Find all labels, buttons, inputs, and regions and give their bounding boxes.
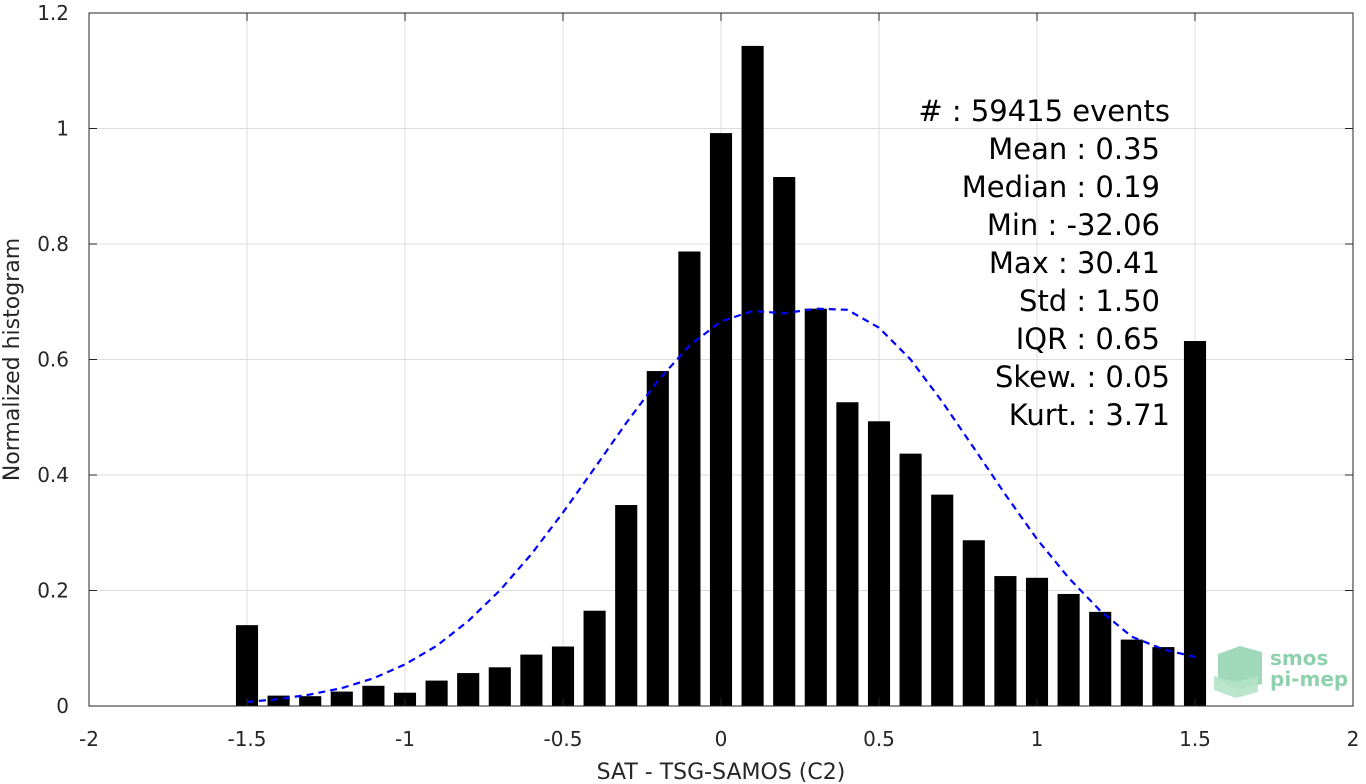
bar-14 [678, 251, 701, 706]
bar-26 [1057, 593, 1080, 706]
bar-9 [520, 654, 543, 706]
y-tick-label-2: 0.4 [37, 463, 69, 487]
logo-text-line2: pi-mep [1270, 667, 1348, 691]
bar-19 [836, 402, 859, 706]
bar-10 [551, 646, 575, 706]
logo-icon [1214, 646, 1262, 698]
bar-20 [867, 421, 891, 706]
x-tick-label-7: 1.5 [1179, 727, 1211, 751]
stat-line-2: Median : 0.19 [962, 170, 1160, 204]
bar-1 [267, 695, 290, 706]
bar-8 [488, 667, 511, 706]
statistics-box: # : 59415 events Mean : 0.35 Median : 0.19… [918, 94, 1170, 432]
stat-line-8: Kurt. : 3.71 [1009, 398, 1170, 432]
y-tick-label-0: 0 [56, 694, 69, 718]
y-axis-ticks: 0 0.2 0.4 0.6 0.8 1 1.2 [37, 1, 1353, 718]
x-tick-label-0: -2 [79, 727, 99, 751]
bar-22 [931, 494, 954, 706]
bar-15 [709, 133, 733, 706]
bar-25 [1025, 577, 1049, 706]
x-axis-ticks: -2 -1.5 -1 -0.5 0 0.5 1 1.5 2 [79, 13, 1359, 751]
x-tick-label-3: -0.5 [543, 727, 582, 751]
y-tick-label-4: 0.8 [37, 232, 69, 256]
bar-29 [1152, 647, 1175, 706]
bar-23 [962, 540, 985, 706]
stat-line-0: # : 59415 events [918, 94, 1170, 128]
x-tick-label-5: 0.5 [863, 727, 895, 751]
logo-text-line1: smos [1270, 646, 1328, 670]
stat-line-6: IQR : 0.65 [1016, 322, 1160, 356]
y-tick-label-6: 1.2 [37, 1, 69, 25]
bar-18 [804, 308, 827, 706]
x-tick-label-6: 1 [1031, 727, 1044, 751]
bar-21 [899, 453, 922, 706]
x-tick-label-4: 0 [715, 727, 728, 751]
bar-17 [773, 177, 796, 706]
y-tick-label-1: 0.2 [37, 579, 69, 603]
bar-24 [994, 576, 1017, 706]
bar-4 [362, 685, 385, 706]
x-tick-label-1: -1.5 [227, 727, 266, 751]
stat-line-7: Skew. : 0.05 [995, 360, 1170, 394]
bar-2 [299, 696, 322, 706]
stat-line-4: Max : 30.41 [989, 246, 1160, 280]
bar-28 [1120, 639, 1143, 706]
bar-11 [583, 610, 606, 706]
bar-12 [615, 505, 638, 706]
bar-13 [646, 371, 669, 706]
bar-6 [425, 680, 448, 706]
x-axis-label: SAT - TSG-SAMOS (C2) [597, 760, 846, 784]
bar-27 [1089, 611, 1112, 706]
y-tick-label-5: 1 [56, 117, 69, 141]
y-axis-label: Normalized histogram [0, 238, 25, 481]
bar-7 [457, 673, 480, 706]
bar-16 [741, 45, 764, 707]
stat-line-5: Std : 1.50 [1019, 284, 1160, 318]
y-tick-label-3: 0.6 [37, 348, 69, 372]
x-tick-label-8: 2 [1347, 727, 1360, 751]
histogram-bars [235, 45, 1207, 707]
bar-0 [235, 625, 259, 706]
stat-line-1: Mean : 0.35 [988, 132, 1160, 166]
smos-pimep-logo: smos pi-mep [1214, 646, 1348, 698]
bar-3 [330, 691, 353, 706]
x-tick-label-2: -1 [395, 727, 415, 751]
stat-line-3: Min : -32.06 [987, 208, 1160, 242]
bar-30 [1183, 341, 1207, 706]
